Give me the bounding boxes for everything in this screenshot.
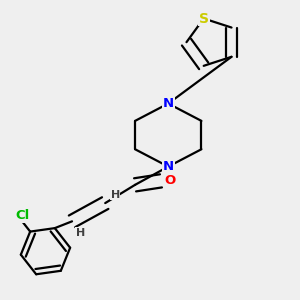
Text: H: H [110, 190, 120, 200]
Text: S: S [199, 11, 209, 26]
Text: H: H [76, 228, 85, 238]
Text: N: N [163, 160, 174, 173]
Text: O: O [165, 174, 176, 188]
Text: N: N [163, 97, 174, 110]
Text: Cl: Cl [15, 209, 29, 222]
